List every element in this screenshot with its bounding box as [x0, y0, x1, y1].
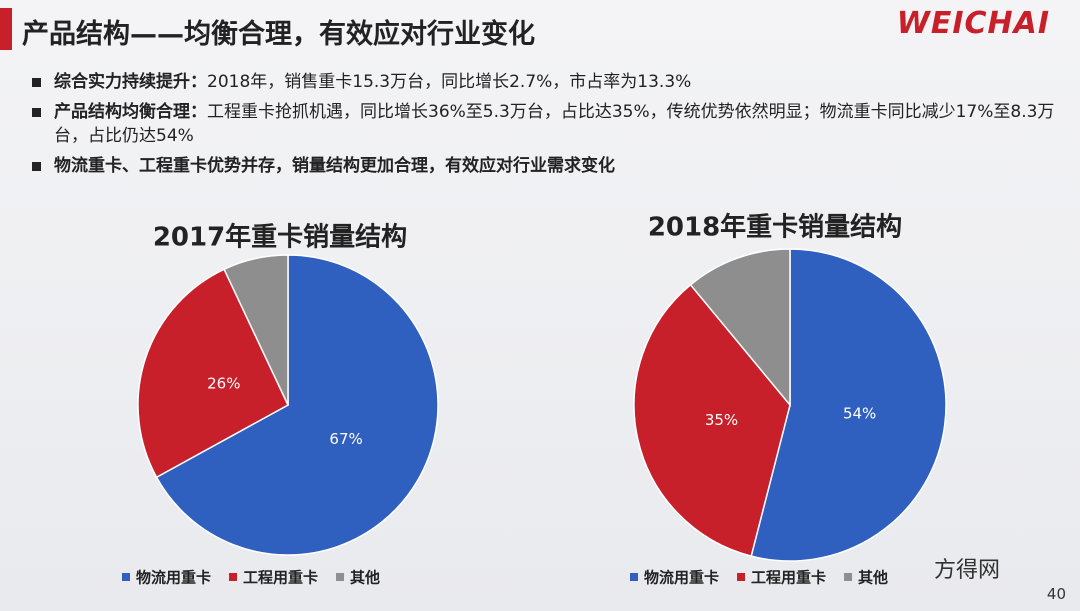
pie-slice — [750, 248, 947, 562]
legend-label: 工程用重卡 — [243, 569, 318, 587]
legend-swatch — [336, 573, 345, 581]
legend-swatch — [844, 573, 853, 581]
legend-swatch — [737, 573, 746, 581]
data-label: 67% — [329, 430, 362, 448]
pie-slice — [689, 248, 791, 408]
legend-label: 其他 — [858, 569, 888, 587]
watermark: 方得网 — [933, 558, 1000, 583]
slide-title: 产品结构——均衡合理，有效应对行业变化 — [22, 19, 535, 50]
data-label: 54% — [843, 404, 876, 422]
bullet-label: 产品结构均衡合理： — [54, 102, 207, 122]
legend-swatch — [122, 573, 130, 581]
legend-label: 工程用重卡 — [751, 569, 826, 587]
bullet: 产品结构均衡合理：工程重卡抢抓机遇，同比增长36%至5.3万台，占比达35%，传… — [30, 100, 1060, 148]
bullet-list: 综合实力持续提升：2018年，销售重卡15.3万台，同比增长2.7%，市占率为1… — [30, 70, 1060, 184]
legend-label: 物流用重卡 — [644, 569, 719, 587]
accent-bar — [0, 8, 12, 50]
bullet-label: 综合实力持续提升： — [54, 72, 207, 92]
chart-title: 2018年重卡销量结构 — [648, 212, 902, 243]
bullet: 物流重卡、工程重卡优势并存，销量结构更加合理，有效应对行业需求变化 — [30, 154, 1060, 178]
chart-title: 2017年重卡销量结构 — [153, 222, 407, 253]
logo: WEICHAI — [896, 6, 1050, 41]
pie-slice — [155, 254, 439, 556]
data-label: 35% — [705, 411, 738, 429]
legend-swatch — [630, 573, 638, 581]
page-number: 40 — [1046, 585, 1066, 603]
pie-slice — [633, 283, 791, 558]
bullet-text: 物流重卡、工程重卡优势并存，销量结构更加合理，有效应对行业需求变化 — [54, 156, 615, 176]
pie-slice — [223, 254, 289, 406]
legend-swatch — [229, 573, 238, 581]
pie-slice — [137, 268, 289, 479]
bullet-text: 工程重卡抢抓机遇，同比增长36%至5.3万台，占比达35%，传统优势依然明显；物… — [54, 102, 1055, 146]
bullet-text: 2018年，销售重卡15.3万台，同比增长2.7%，市占率为13.3% — [207, 72, 692, 92]
legend-label: 其他 — [350, 569, 380, 587]
bullet: 综合实力持续提升：2018年，销售重卡15.3万台，同比增长2.7%，市占率为1… — [30, 70, 1060, 94]
legend-label: 物流用重卡 — [136, 569, 211, 587]
data-label: 26% — [207, 375, 240, 393]
